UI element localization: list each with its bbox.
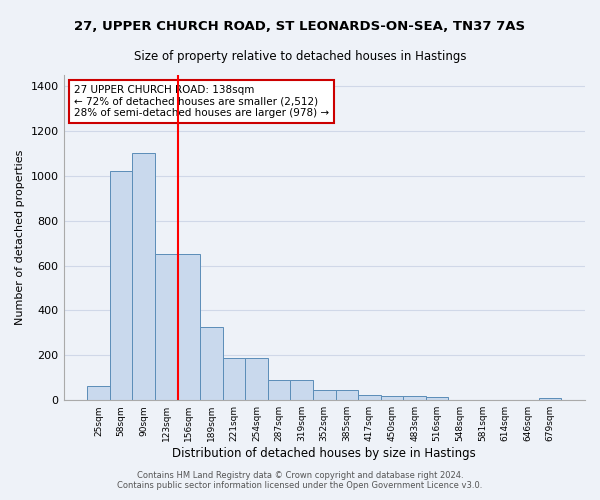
Bar xyxy=(133,154,155,400)
Bar xyxy=(403,396,426,400)
Bar xyxy=(358,394,381,400)
Bar xyxy=(87,386,110,400)
Bar xyxy=(155,254,178,400)
Y-axis label: Number of detached properties: Number of detached properties xyxy=(15,150,25,326)
Text: 27, UPPER CHURCH ROAD, ST LEONARDS-ON-SEA, TN37 7AS: 27, UPPER CHURCH ROAD, ST LEONARDS-ON-SE… xyxy=(74,20,526,33)
Bar xyxy=(335,390,358,400)
Bar xyxy=(539,398,561,400)
Bar xyxy=(110,172,133,400)
X-axis label: Distribution of detached houses by size in Hastings: Distribution of detached houses by size … xyxy=(172,447,476,460)
Bar xyxy=(223,358,245,400)
Text: Size of property relative to detached houses in Hastings: Size of property relative to detached ho… xyxy=(134,50,466,63)
Bar xyxy=(200,328,223,400)
Bar xyxy=(426,398,448,400)
Bar xyxy=(290,380,313,400)
Bar xyxy=(245,358,268,400)
Bar xyxy=(313,390,335,400)
Bar xyxy=(268,380,290,400)
Bar xyxy=(178,254,200,400)
Bar xyxy=(381,396,403,400)
Text: Contains HM Land Registry data © Crown copyright and database right 2024.
Contai: Contains HM Land Registry data © Crown c… xyxy=(118,470,482,490)
Text: 27 UPPER CHURCH ROAD: 138sqm
← 72% of detached houses are smaller (2,512)
28% of: 27 UPPER CHURCH ROAD: 138sqm ← 72% of de… xyxy=(74,85,329,118)
